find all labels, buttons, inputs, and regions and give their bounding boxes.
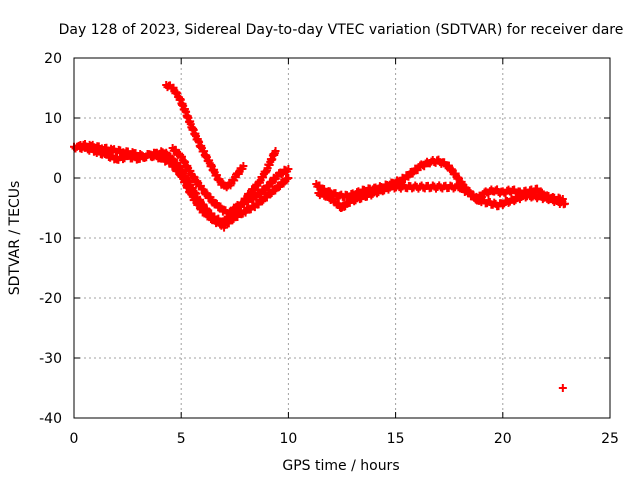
data-point <box>245 190 254 199</box>
data-point <box>258 197 267 206</box>
chart-title: Day 128 of 2023, Sidereal Day-to-day VTE… <box>59 22 624 38</box>
series-track-F <box>314 181 567 213</box>
y-axis-label: SDTVAR / TECUs <box>7 181 23 296</box>
series-track-D <box>168 144 280 219</box>
y-tick-label: -40 <box>39 411 62 427</box>
x-tick-label: 15 <box>387 431 405 447</box>
x-tick-label: 10 <box>279 431 297 447</box>
x-tick-label: 20 <box>494 431 512 447</box>
data-point <box>510 197 519 206</box>
data-point <box>284 174 293 182</box>
y-tick-label: 20 <box>44 51 62 67</box>
data-point <box>284 165 293 173</box>
x-axis-label: GPS time / hours <box>282 458 399 474</box>
data-points <box>70 81 569 392</box>
x-tick-label: 0 <box>70 431 79 447</box>
series-track-C <box>162 81 248 192</box>
series-outlier <box>558 384 567 392</box>
y-tick-label: -20 <box>39 291 62 307</box>
data-point <box>255 190 264 199</box>
data-point <box>266 190 275 199</box>
data-point <box>239 162 248 170</box>
y-tick-label: -10 <box>39 231 62 247</box>
y-tick-label: 0 <box>53 171 62 187</box>
ticks: 0 5 10 15 20 25 20 10 0 -10 -20 -30 -40 <box>39 51 619 447</box>
data-point <box>277 170 286 179</box>
data-point <box>498 200 507 209</box>
x-tick-label: 5 <box>177 431 186 447</box>
y-tick-label: 10 <box>44 111 62 127</box>
data-point <box>558 384 567 392</box>
y-tick-label: -30 <box>39 351 62 367</box>
data-point <box>557 196 566 205</box>
data-point <box>536 187 545 196</box>
grid-lines <box>74 58 610 418</box>
data-point <box>271 147 280 155</box>
x-tick-label: 25 <box>601 431 619 447</box>
data-point <box>558 195 567 203</box>
